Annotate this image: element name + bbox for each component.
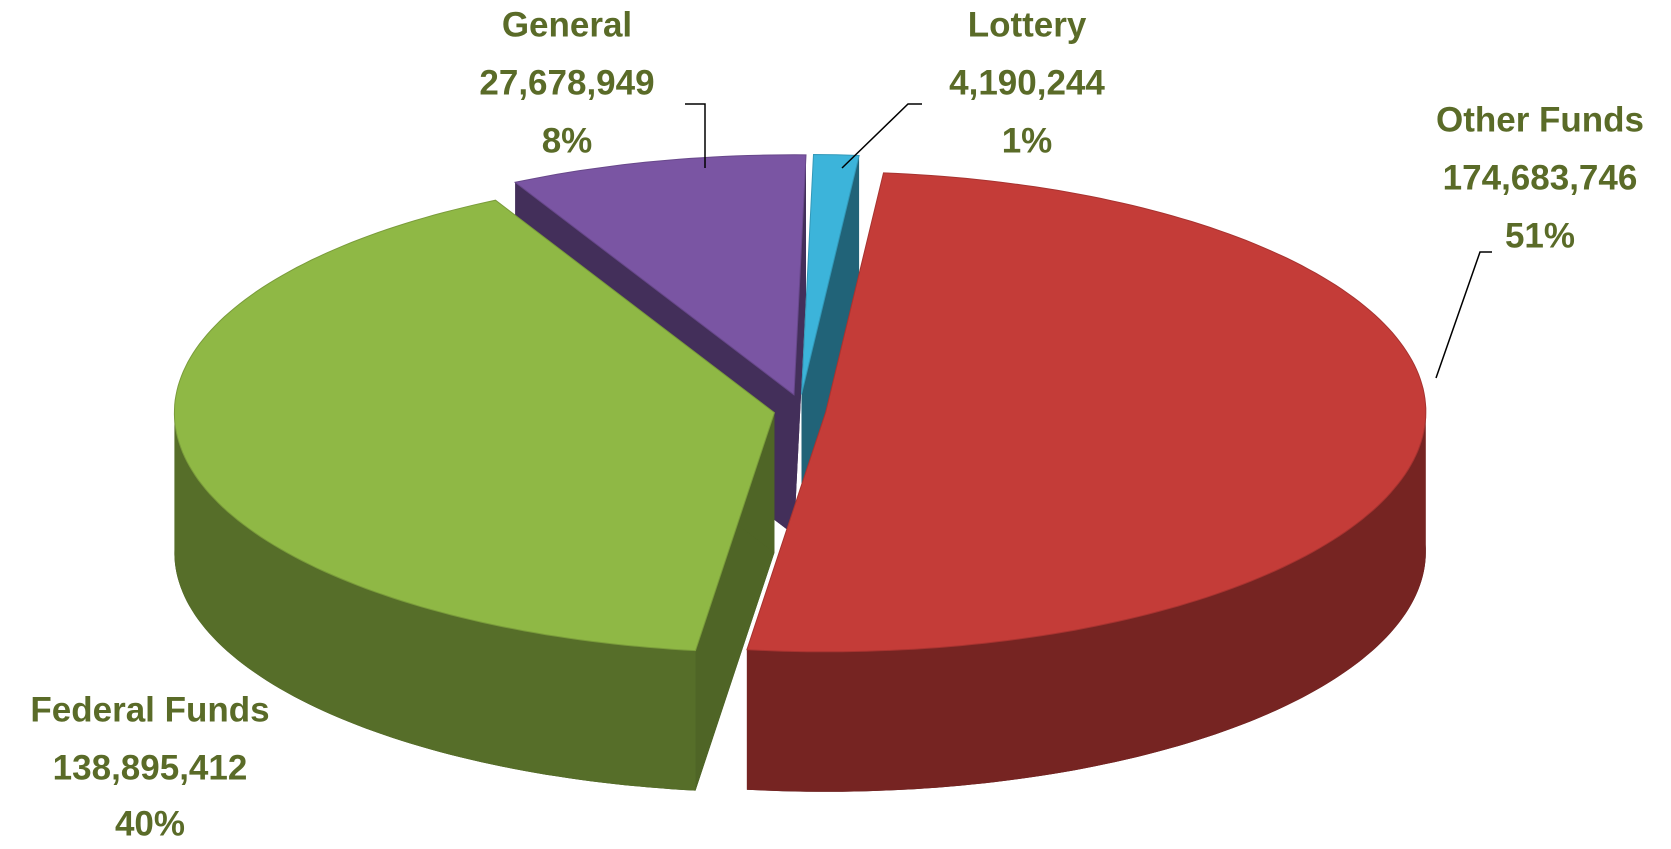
slice [513, 154, 807, 396]
slice-label: General [502, 5, 632, 44]
slice-label: Lottery [968, 5, 1087, 44]
leader-line [685, 103, 706, 168]
slice-label: Federal Funds [30, 690, 269, 729]
slice-cut-face [794, 154, 806, 535]
slice-label: Other Funds [1436, 100, 1644, 139]
leader-line [1435, 251, 1492, 379]
value-label: 138,895,412 [53, 748, 248, 787]
leader-line [841, 103, 922, 169]
percent-label: 8% [542, 121, 593, 160]
percent-label: 51% [1505, 216, 1575, 255]
slice [173, 199, 775, 652]
slice [746, 172, 1427, 653]
pie-tops [173, 153, 1427, 653]
value-label: 4,190,244 [949, 63, 1105, 102]
slice-wall [746, 411, 1426, 792]
percent-label: 1% [1002, 121, 1053, 160]
percent-label: 40% [115, 804, 185, 843]
slice-cut-face [801, 155, 860, 535]
slice [801, 153, 860, 395]
value-label: 27,678,949 [479, 63, 654, 102]
slice-wall [174, 412, 696, 791]
pie [173, 153, 1427, 792]
value-label: 174,683,746 [1443, 158, 1638, 197]
